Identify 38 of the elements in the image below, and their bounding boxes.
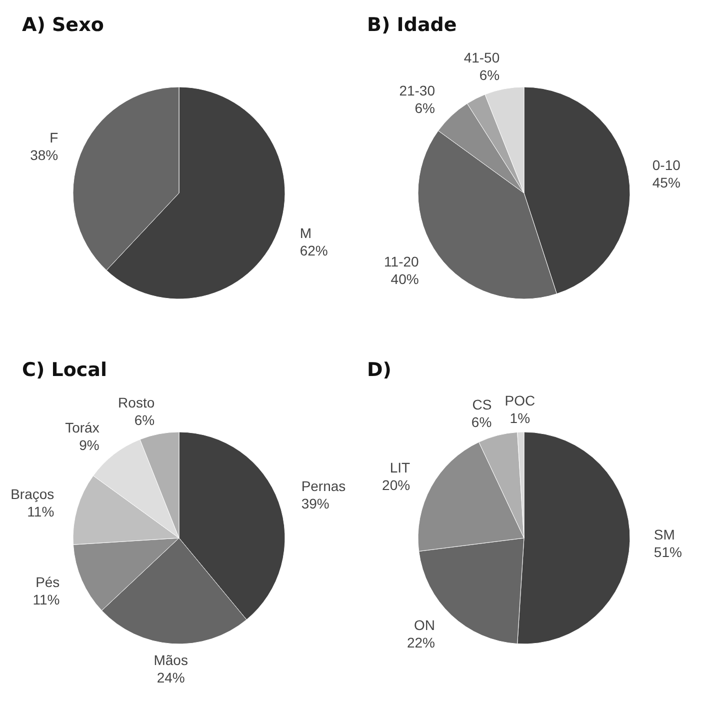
slice-label: M [300,225,312,242]
data-label: 40% [390,271,419,288]
slice-label: LIT [390,460,411,476]
data-label: 38% [30,146,58,163]
chart-title: C) Local [22,359,107,381]
slice-label: 11-20 [384,254,420,270]
data-label: 62% [300,242,328,259]
slice-label: F [50,129,58,146]
data-label: 51% [654,544,682,560]
slice-label: 41-50 [464,50,500,66]
slice-label: CS [472,396,492,412]
slice-label: 0-10 [652,156,681,173]
slice-label: ON [414,616,436,633]
data-label: 6% [479,67,500,84]
data-label: 20% [382,477,410,494]
chart-title: D) [367,359,392,381]
data-label: 1% [510,410,530,426]
chart-title: B) Idade [367,14,457,36]
data-label: 6% [414,100,436,116]
slice-label: 21-30 [399,82,436,98]
data-label: 11% [32,591,60,608]
data-label: 24% [156,669,185,686]
data-label: 6% [471,414,492,430]
data-label: 22% [406,634,436,650]
slice-label: POC [504,392,536,408]
slice-label: Braços [10,486,54,502]
slice-label: SM [654,526,675,542]
slice-label: Pés [36,574,60,590]
slice-label: Rosto [118,394,155,411]
data-label: 6% [134,412,155,428]
data-label: 9% [79,436,100,453]
slice-label: Mãos [154,652,188,668]
data-label: 39% [301,496,330,512]
chart-title: A) Sexo [22,14,104,36]
data-label: 11% [27,503,54,520]
data-label: 45% [652,174,680,190]
slice-label: Toráx [65,419,100,436]
slice-label: Pernas [301,478,346,494]
